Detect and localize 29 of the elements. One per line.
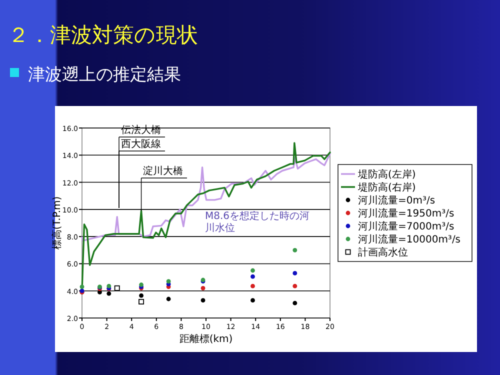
point	[250, 268, 255, 273]
point	[250, 284, 255, 288]
x-axis-title: 距離標(km)	[179, 333, 233, 345]
point	[200, 298, 206, 303]
point	[114, 285, 120, 291]
point	[292, 284, 298, 288]
annotation: 伝法大橋	[121, 124, 161, 136]
point	[166, 279, 171, 284]
point	[80, 284, 84, 289]
point	[292, 300, 298, 306]
legend-label: 堤防高(左岸)	[357, 168, 416, 180]
legend-label: 計画高水位	[358, 246, 408, 258]
annotation: 西大阪線	[121, 138, 161, 150]
point	[139, 293, 144, 298]
point	[292, 271, 298, 276]
legend-label: 堤防高(右岸)	[357, 182, 416, 194]
annotation: 淀川大橋	[143, 165, 183, 177]
point	[106, 291, 112, 296]
point	[166, 296, 171, 302]
y-axis-title: 標高(T.P.m)	[51, 196, 63, 250]
point	[250, 298, 255, 303]
point	[138, 298, 144, 304]
legend-label: 河川流量=10000m³/s	[358, 234, 461, 246]
legend-label: 河川流量=1950m³/s	[358, 208, 454, 220]
point	[200, 286, 206, 290]
legend-label: 河川流量=0m³/s	[358, 194, 436, 206]
point	[292, 248, 298, 252]
legend-label: 河川流量=7000m³/s	[358, 220, 454, 232]
point	[250, 274, 255, 279]
